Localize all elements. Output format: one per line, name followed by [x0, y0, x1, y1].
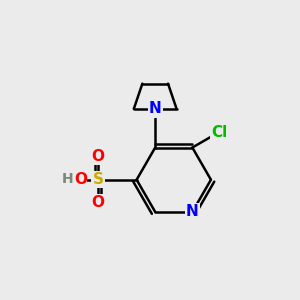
Text: O: O: [92, 149, 104, 164]
Text: O: O: [74, 172, 87, 187]
Text: H: H: [62, 172, 74, 186]
Text: O: O: [92, 195, 104, 210]
Text: S: S: [92, 172, 104, 187]
Text: N: N: [186, 204, 199, 219]
Text: Cl: Cl: [211, 124, 227, 140]
Text: N: N: [149, 101, 162, 116]
